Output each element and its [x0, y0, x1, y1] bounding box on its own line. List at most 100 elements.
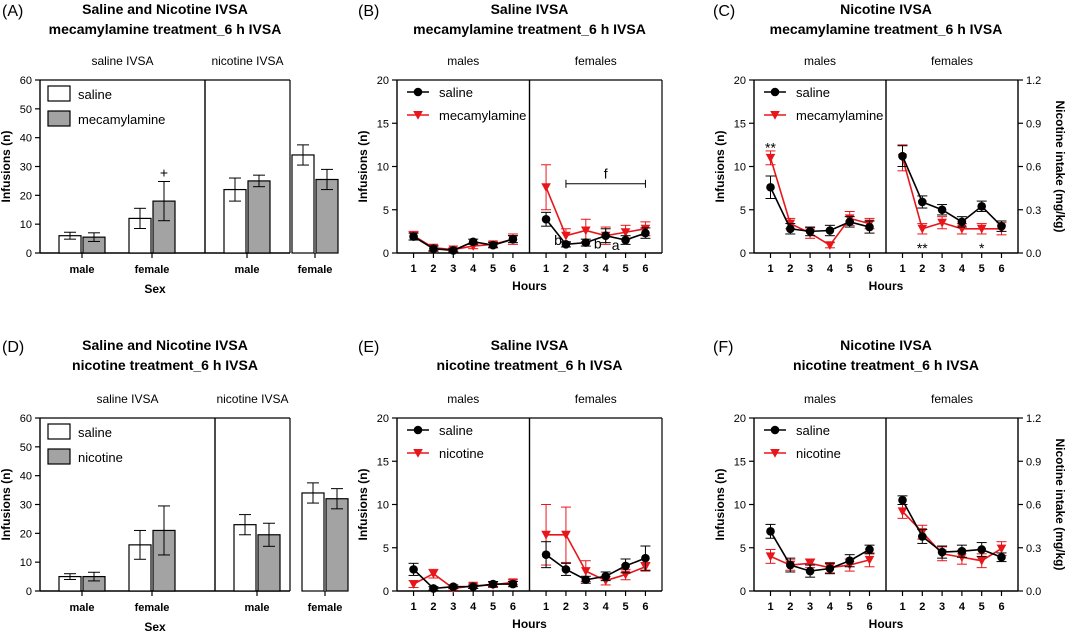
y2-tick-label: 1.2	[1026, 75, 1041, 87]
x-tick-label: 3	[939, 601, 945, 613]
panel-E: (E) Saline IVSA nicotine treatment_6 h IVS…	[356, 337, 663, 631]
x-tick-label: male	[69, 602, 94, 614]
significance-marker: +	[160, 164, 168, 180]
data-point-saline	[977, 545, 986, 554]
y-axis-label: Infusions (n)	[0, 469, 13, 541]
y-tick-label: 60	[20, 75, 32, 87]
legend-marker	[413, 111, 423, 120]
x-tick-label: 5	[979, 263, 985, 275]
significance-marker: a	[612, 237, 620, 253]
data-point-saline	[957, 546, 967, 556]
bar-saline	[301, 492, 325, 592]
group-label: males	[447, 54, 479, 68]
data-point-saline	[541, 550, 551, 559]
panel-title-line1: Nicotine IVSA	[840, 337, 932, 353]
data-point-saline	[429, 244, 438, 253]
data-point-mecamylamine	[917, 224, 928, 234]
data-point-saline	[601, 231, 610, 240]
group-label: males	[804, 54, 836, 68]
series-line-nicotine	[546, 533, 646, 582]
bar-saline	[291, 154, 315, 254]
data-point-saline	[641, 553, 650, 563]
y-axis-label: Infusions (n)	[713, 131, 727, 203]
y-tick-label: 50	[20, 442, 32, 454]
data-point-saline	[409, 232, 418, 241]
y-tick-label: 0	[740, 248, 746, 260]
legend-label: saline	[796, 85, 830, 100]
y-tick-label: 20	[20, 190, 32, 202]
x-tick-label: 3	[583, 263, 589, 275]
panel-label: (A)	[2, 3, 23, 20]
panel-C: (C) Nicotine IVSA mecamylamine treatment_6…	[713, 1, 1065, 293]
data-point-saline	[508, 579, 518, 589]
panel-title-line1: Saline IVSA	[491, 337, 569, 353]
x-tick-label: 6	[510, 601, 516, 613]
x-tick-label: 5	[847, 263, 853, 275]
data-point-mecamylamine	[561, 231, 571, 241]
data-point-saline	[449, 582, 458, 591]
x-tick-label: 6	[642, 263, 648, 275]
x-tick-label: female	[308, 602, 343, 614]
y-tick-label: 0	[26, 586, 32, 598]
data-point-saline	[898, 495, 907, 505]
legend-marker	[770, 87, 780, 97]
group-label: males	[804, 392, 836, 406]
legend-marker	[413, 449, 423, 458]
x-tick-label: 5	[490, 601, 496, 613]
panel-B: (B) Saline IVSA mecamylamine treatment_6 h…	[356, 1, 663, 293]
data-point-saline	[898, 151, 907, 161]
y-tick-label: 0	[383, 586, 389, 598]
significance-marker: f	[604, 165, 608, 181]
legend-label: mecamylamine	[796, 108, 883, 123]
group-label: saline IVSA	[91, 54, 153, 68]
group-label: females	[931, 54, 973, 68]
x-tick-label: 1	[411, 263, 417, 275]
x-tick-label: 2	[563, 601, 569, 613]
data-point-saline	[488, 240, 498, 250]
x-axis-label: Hours	[869, 617, 904, 631]
panel-F: (F) Nicotine IVSA nicotine treatment_6 h I…	[713, 337, 1065, 631]
panel-label: (F)	[713, 339, 733, 356]
data-point-saline	[825, 564, 835, 573]
legend-label: saline	[439, 85, 473, 100]
y-tick-label: 40	[20, 133, 32, 145]
x-tick-label: 4	[827, 601, 834, 613]
x-tick-label: 2	[787, 263, 793, 275]
x-tick-label: 2	[919, 263, 925, 275]
y-tick-label: 10	[734, 162, 746, 174]
x-tick-label: 4	[959, 601, 966, 613]
data-point-saline	[766, 182, 775, 192]
x-axis-label: Hours	[869, 279, 904, 293]
y-tick-label: 5	[740, 205, 746, 217]
x-tick-label: 1	[767, 601, 773, 613]
group-label: nicotine IVSA	[216, 392, 288, 406]
data-point-mecamylamine	[620, 228, 631, 238]
panel-title-line2: nicotine treatment_6 h IVSA	[437, 357, 623, 373]
y2-axis-label: Nicotine intake (mg/kg)	[1053, 100, 1065, 232]
group-label: nicotine IVSA	[211, 54, 283, 68]
panel-label: (E)	[358, 339, 379, 356]
data-point-saline	[845, 556, 854, 566]
data-point-saline	[845, 217, 854, 227]
y-tick-label: 20	[377, 413, 389, 425]
y-tick-label: 20	[734, 75, 746, 87]
data-point-saline	[997, 221, 1006, 231]
y-tick-label: 20	[734, 413, 746, 425]
data-point-nicotine	[864, 555, 875, 565]
bar-mecamylamine	[247, 180, 271, 254]
x-tick-label: female	[298, 264, 333, 276]
data-point-nicotine	[976, 556, 987, 566]
data-point-saline	[621, 561, 630, 571]
data-point-saline	[997, 552, 1006, 562]
legend-label: nicotine	[796, 446, 841, 461]
data-point-saline	[581, 238, 591, 247]
x-tick-label: male	[234, 264, 259, 276]
legend-label: saline	[78, 87, 112, 102]
y-tick-label: 20	[20, 528, 32, 540]
panel-A: (A) Saline and Nicotine IVSA mecamylamine …	[0, 1, 339, 296]
x-tick-label: 2	[787, 601, 793, 613]
x-tick-label: 4	[603, 601, 610, 613]
x-tick-label: 3	[807, 601, 813, 613]
data-point-saline	[825, 226, 835, 235]
